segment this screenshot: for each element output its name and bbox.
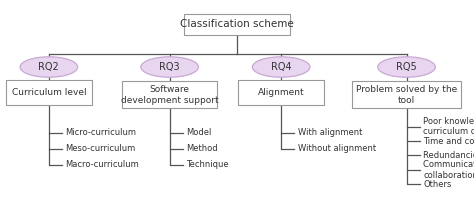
- Text: Curriculum level: Curriculum level: [11, 88, 86, 97]
- Text: Micro-curriculum: Micro-curriculum: [65, 128, 137, 137]
- Text: Redundancies in LOs: Redundancies in LOs: [423, 151, 474, 160]
- FancyBboxPatch shape: [122, 81, 217, 108]
- Text: Model: Model: [186, 128, 212, 137]
- Text: Time and cost consumption: Time and cost consumption: [423, 136, 474, 146]
- Text: Problem solved by the
tool: Problem solved by the tool: [356, 85, 457, 105]
- Text: Poor knowledge of
curriculum design: Poor knowledge of curriculum design: [423, 117, 474, 136]
- Text: Meso-curriculum: Meso-curriculum: [65, 144, 136, 153]
- Text: Communication and
collaboration: Communication and collaboration: [423, 160, 474, 180]
- Text: With alignment: With alignment: [298, 128, 362, 137]
- Text: Macro-curriculum: Macro-curriculum: [65, 160, 139, 169]
- FancyBboxPatch shape: [352, 81, 461, 108]
- Ellipse shape: [252, 57, 310, 77]
- Ellipse shape: [141, 57, 199, 77]
- Text: Others: Others: [423, 180, 452, 189]
- Text: Classification scheme: Classification scheme: [180, 20, 294, 30]
- Text: RQ5: RQ5: [396, 62, 417, 72]
- Text: Without alignment: Without alignment: [298, 144, 376, 153]
- FancyBboxPatch shape: [238, 80, 324, 105]
- Text: RQ3: RQ3: [159, 62, 180, 72]
- Ellipse shape: [378, 57, 435, 77]
- Text: Technique: Technique: [186, 160, 229, 169]
- FancyBboxPatch shape: [6, 80, 92, 105]
- Text: Alignment: Alignment: [258, 88, 304, 97]
- Text: Software
development support: Software development support: [121, 85, 219, 105]
- Text: Method: Method: [186, 144, 218, 153]
- Text: RQ2: RQ2: [38, 62, 59, 72]
- Ellipse shape: [20, 57, 78, 77]
- FancyBboxPatch shape: [183, 14, 291, 35]
- Text: RQ4: RQ4: [271, 62, 292, 72]
